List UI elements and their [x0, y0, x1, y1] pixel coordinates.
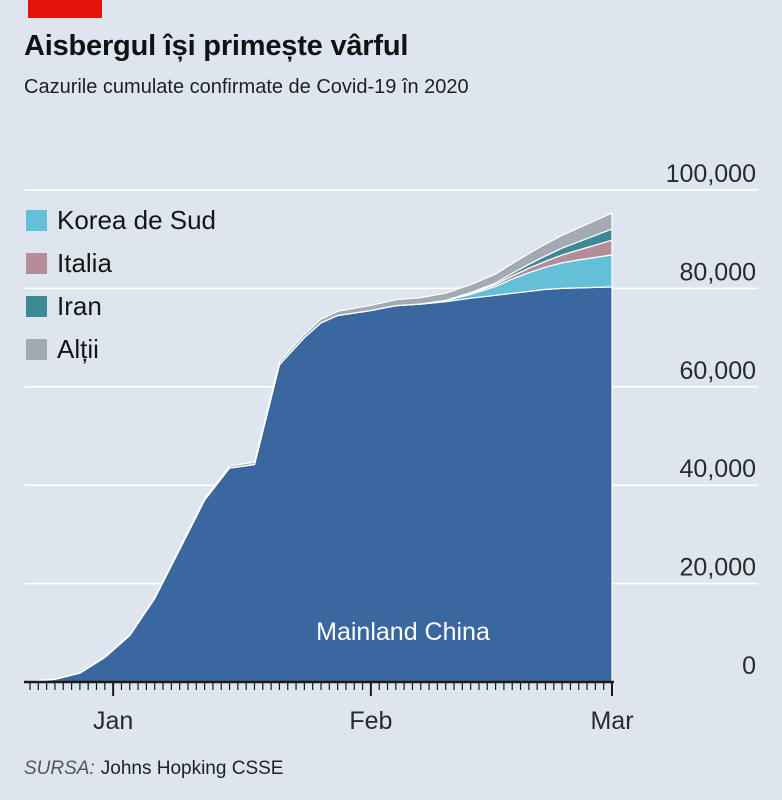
source-text: Johns Hopking CSSE	[100, 758, 284, 779]
stacked-area-chart: 100,000 80,000 60,000 40,000 20,000 0 Jan Feb M…	[24, 160, 758, 735]
legend-swatch	[26, 296, 47, 317]
source-label: SURSA:	[24, 758, 95, 779]
legend-label: Alții	[57, 334, 99, 364]
x-tick-label: Jan	[93, 707, 133, 735]
y-tick-label: 20,000	[680, 554, 756, 582]
x-tick-label: Feb	[349, 707, 392, 735]
y-tick-label: 40,000	[680, 455, 756, 483]
chart-title: Aisbergul își primește vârful	[24, 30, 409, 62]
area-alții	[29, 212, 613, 683]
y-axis-ticks: 100,000 80,000 60,000 40,000 20,000 0	[666, 160, 756, 680]
x-tick-label: Mar	[590, 707, 633, 735]
legend-label: Iran	[57, 291, 102, 321]
chart-subtitle: Cazurile cumulate confirmate de Covid-19…	[24, 76, 469, 98]
annotation-mainland-china: Mainland China	[316, 618, 490, 646]
legend-label: Italia	[57, 248, 112, 278]
y-tick-label: 80,000	[680, 258, 756, 286]
brand-red-tab	[28, 0, 102, 18]
legend-swatch	[26, 339, 47, 360]
x-axis: Jan Feb Mar	[24, 680, 634, 735]
legend-swatch	[26, 253, 47, 274]
area-series	[29, 212, 613, 683]
legend-label: Korea de Sud	[57, 205, 216, 235]
y-tick-label: 100,000	[666, 160, 756, 188]
y-tick-label: 0	[742, 652, 756, 680]
legend-swatch	[26, 210, 47, 231]
legend: Korea de Sud Italia Iran Alții	[26, 205, 216, 364]
source-note: SURSA: Johns Hopking CSSE	[24, 758, 283, 780]
y-tick-label: 60,000	[680, 357, 756, 385]
